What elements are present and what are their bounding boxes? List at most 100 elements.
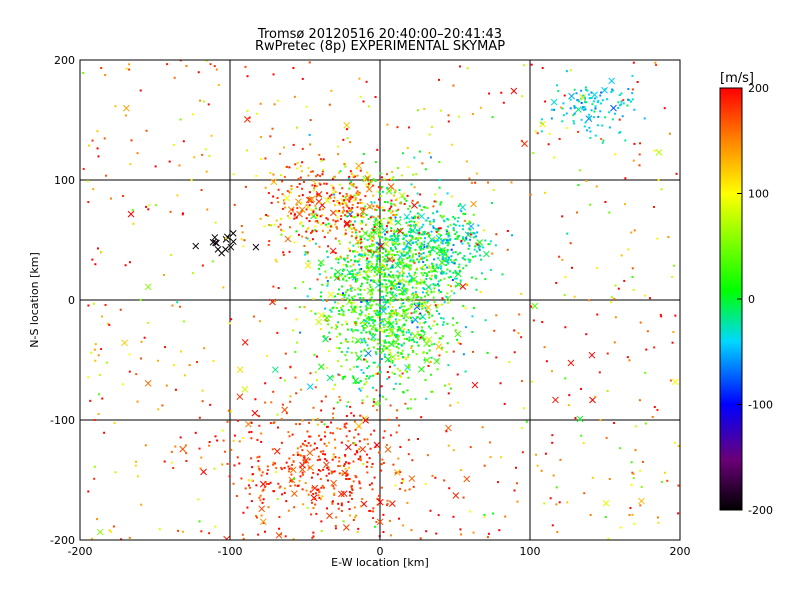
- data-point: [573, 105, 576, 108]
- data-point: [386, 238, 389, 241]
- data-point: [447, 234, 450, 237]
- data-point: [314, 503, 317, 506]
- data-point: [389, 334, 392, 337]
- data-point: [424, 264, 427, 267]
- data-point: [125, 67, 128, 70]
- data-point: [285, 461, 288, 464]
- data-point: [410, 333, 413, 336]
- data-point: [332, 200, 335, 203]
- data-point: [333, 196, 336, 199]
- estimate-cross: [388, 327, 395, 335]
- data-point: [409, 407, 412, 410]
- data-point: [307, 206, 310, 209]
- data-point: [514, 466, 517, 469]
- data-point: [266, 465, 269, 468]
- data-point: [451, 279, 454, 282]
- data-point: [345, 474, 348, 477]
- data-point: [221, 429, 224, 432]
- data-point: [657, 521, 660, 524]
- data-point: [424, 237, 427, 240]
- data-point: [342, 195, 345, 198]
- data-point: [328, 472, 331, 475]
- data-point: [260, 440, 263, 443]
- data-point: [275, 260, 278, 263]
- data-point: [337, 507, 340, 510]
- data-point: [393, 179, 396, 182]
- data-point: [121, 383, 124, 386]
- data-point: [296, 207, 299, 210]
- data-point: [415, 229, 418, 232]
- data-point: [530, 63, 533, 66]
- data-point: [458, 269, 461, 272]
- data-point: [350, 351, 353, 354]
- data-point: [342, 138, 345, 141]
- data-point: [633, 142, 636, 145]
- data-point: [441, 297, 444, 300]
- data-point: [383, 201, 386, 204]
- data-point: [588, 116, 591, 119]
- data-point: [511, 234, 514, 237]
- data-point: [532, 152, 535, 155]
- estimate-cross: [323, 461, 330, 469]
- data-point: [613, 341, 616, 344]
- data-point: [484, 278, 487, 281]
- data-point: [373, 361, 376, 364]
- data-point: [590, 96, 593, 99]
- data-point: [359, 95, 362, 98]
- data-point: [521, 95, 524, 98]
- data-point: [273, 223, 276, 226]
- estimate-cross: [411, 332, 419, 340]
- data-point: [406, 407, 409, 410]
- data-point: [442, 215, 445, 218]
- data-point: [584, 86, 587, 89]
- data-point: [396, 126, 399, 129]
- data-point: [355, 449, 358, 452]
- data-point: [565, 112, 568, 115]
- data-point: [372, 510, 375, 513]
- data-point: [205, 170, 208, 173]
- data-point: [418, 227, 421, 230]
- data-point: [420, 242, 423, 245]
- data-point: [337, 321, 340, 324]
- data-point: [340, 274, 343, 277]
- data-point: [323, 423, 326, 426]
- data-point: [309, 287, 312, 290]
- data-point: [289, 484, 292, 487]
- data-point: [279, 376, 282, 379]
- data-point: [309, 435, 312, 438]
- estimate-cross: [329, 247, 337, 255]
- data-point: [418, 258, 421, 261]
- data-point: [373, 251, 376, 254]
- data-point: [621, 115, 624, 118]
- data-point: [362, 216, 365, 219]
- data-point: [452, 261, 455, 264]
- data-point: [371, 488, 374, 491]
- data-point: [359, 296, 362, 299]
- data-point: [415, 296, 418, 299]
- data-point: [329, 229, 332, 232]
- data-point: [348, 508, 351, 511]
- data-point: [278, 486, 281, 489]
- data-point: [388, 302, 391, 305]
- data-point: [589, 203, 592, 206]
- data-point: [372, 516, 375, 519]
- data-point: [420, 305, 423, 308]
- data-point: [471, 331, 474, 334]
- data-point: [276, 497, 279, 500]
- data-point: [346, 137, 349, 140]
- data-point: [246, 75, 249, 78]
- data-point: [336, 200, 339, 203]
- data-point: [376, 266, 379, 269]
- data-point: [384, 233, 387, 236]
- data-point: [376, 260, 379, 263]
- data-point: [406, 257, 409, 260]
- data-point: [403, 248, 406, 251]
- data-point: [119, 308, 122, 311]
- data-point: [493, 329, 496, 332]
- data-point: [348, 175, 351, 178]
- data-point: [330, 421, 333, 424]
- data-point: [431, 390, 434, 393]
- data-point: [465, 160, 468, 163]
- data-point: [396, 229, 399, 232]
- data-point: [583, 106, 586, 109]
